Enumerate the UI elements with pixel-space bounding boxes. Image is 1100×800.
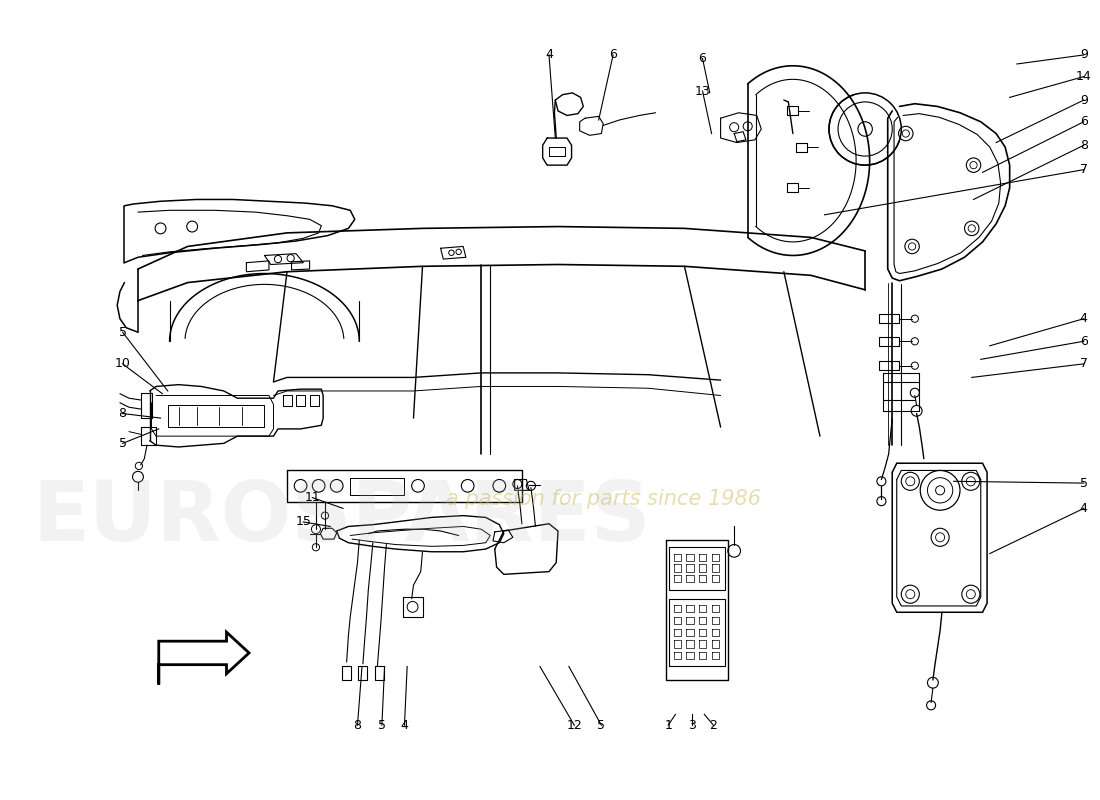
- Text: 5: 5: [119, 326, 126, 338]
- Text: 2: 2: [710, 718, 717, 732]
- Text: 7: 7: [1080, 163, 1088, 176]
- Text: 6: 6: [1080, 334, 1088, 348]
- Text: 6: 6: [698, 52, 706, 65]
- Text: 9: 9: [1080, 49, 1088, 62]
- Text: 4: 4: [1080, 502, 1088, 515]
- Text: 10: 10: [114, 358, 131, 370]
- Text: 5: 5: [1080, 477, 1088, 490]
- Circle shape: [911, 315, 918, 322]
- Text: a passion for parts since 1986: a passion for parts since 1986: [446, 490, 761, 510]
- Text: 4: 4: [544, 49, 553, 62]
- Text: 8: 8: [353, 718, 362, 732]
- Circle shape: [911, 362, 918, 370]
- Text: 1: 1: [664, 718, 672, 732]
- Text: 7: 7: [1080, 358, 1088, 370]
- Text: 5: 5: [597, 718, 605, 732]
- Text: 14: 14: [1076, 70, 1091, 83]
- Text: 4: 4: [400, 718, 408, 732]
- Text: 4: 4: [1080, 312, 1088, 326]
- Text: EUROSPARES: EUROSPARES: [32, 477, 650, 558]
- Text: 9: 9: [1080, 94, 1088, 106]
- Text: 12: 12: [566, 718, 582, 732]
- Text: 8: 8: [119, 407, 126, 420]
- Text: 3: 3: [688, 718, 695, 732]
- Text: 13: 13: [695, 85, 711, 98]
- Text: 6: 6: [609, 49, 617, 62]
- Circle shape: [911, 338, 918, 345]
- Text: 6: 6: [1080, 115, 1088, 128]
- Text: 8: 8: [1080, 138, 1088, 152]
- Text: 15: 15: [295, 515, 311, 529]
- Text: 11: 11: [305, 491, 320, 504]
- Text: 5: 5: [119, 437, 126, 450]
- Text: 5: 5: [378, 718, 386, 732]
